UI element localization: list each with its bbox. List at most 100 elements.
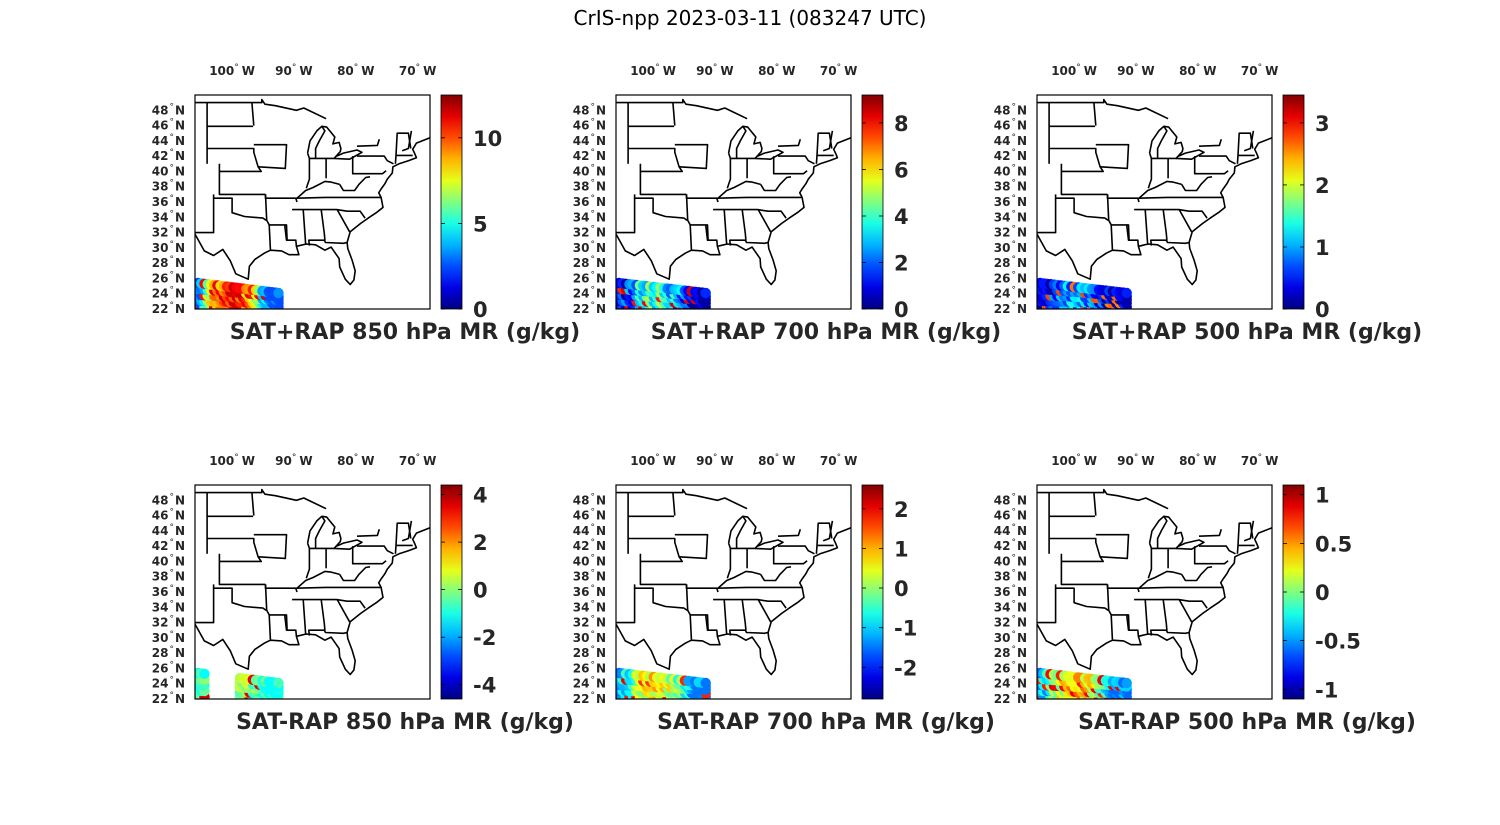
coastline xyxy=(195,527,430,676)
map-svg: 100° W 90° W 80° W 70° W 48°N46°N44°N42°N40°N38°… xyxy=(573,453,918,706)
lat-tick-label: 46°N xyxy=(994,118,1027,133)
lat-tick-label: 24°N xyxy=(573,676,606,691)
swath-points xyxy=(195,667,284,699)
lat-tick-label: 46°N xyxy=(152,508,185,523)
lat-tick-label: 32°N xyxy=(152,615,185,630)
panel-title: SAT-RAP 700 hPa MR (g/kg) xyxy=(657,710,995,735)
lat-tick-label: 40°N xyxy=(152,163,185,178)
colorbar-tick-label: 1 xyxy=(894,537,909,561)
lat-tick-label: 24°N xyxy=(152,286,185,301)
colorbar-tick-label: 3 xyxy=(1315,112,1330,136)
lat-tick-label: 38°N xyxy=(994,179,1027,194)
lon-tick-label: 80° W xyxy=(1179,63,1216,78)
map-background xyxy=(195,485,430,699)
lat-tick-label: 44°N xyxy=(573,133,606,148)
lat-tick-label: 46°N xyxy=(994,508,1027,523)
lat-tick-label: 32°N xyxy=(573,615,606,630)
state-boundaries xyxy=(1037,102,1255,250)
lat-tick-label: 30°N xyxy=(994,630,1027,645)
map-frame xyxy=(194,484,431,700)
lat-tick-label: 38°N xyxy=(152,569,185,584)
lat-tick-label: 34°N xyxy=(573,599,606,614)
lat-tick-label: 26°N xyxy=(152,660,185,675)
lat-tick-label: 34°N xyxy=(994,599,1027,614)
lat-tick-label: 26°N xyxy=(994,660,1027,675)
lat-tick-label: 42°N xyxy=(573,148,606,163)
michigan-shore xyxy=(736,515,763,550)
lon-tick-label: 70° W xyxy=(820,63,857,78)
lat-tick-label: 30°N xyxy=(994,240,1027,255)
canada-border xyxy=(1037,98,1169,120)
lat-tick-label: 48°N xyxy=(994,492,1027,507)
lat-tick-label: 34°N xyxy=(573,209,606,224)
swath-points xyxy=(1037,277,1132,309)
map-panel-1: 100° W 90° W 80° W 70° W 48°N 46°N 44°N 42°N 40°N 38°… xyxy=(152,63,615,395)
lat-tick-label: 24°N xyxy=(573,286,606,301)
data-point xyxy=(273,677,284,689)
colorbar-tick-label: 2 xyxy=(473,531,488,555)
lon-tick-label: 100° W xyxy=(630,63,676,78)
colorbar-tick-label: 10 xyxy=(473,127,502,151)
colorbar: 0 5 10 xyxy=(440,94,502,322)
colorbar: -1 -0.5 0 0.5 1 xyxy=(1282,484,1361,702)
lon-tick-label: 100° W xyxy=(1051,453,1097,468)
panel-title: SAT+RAP 850 hPa MR (g/kg) xyxy=(229,320,581,345)
lake-erie xyxy=(334,149,363,160)
coastline xyxy=(616,527,851,676)
lat-tick-label: 38°N xyxy=(152,179,185,194)
map-svg: 100° W 90° W 80° W 70° W 48°N46°N44°N42°N40°N38°… xyxy=(152,63,502,322)
lon-tick-label: 90° W xyxy=(275,453,312,468)
lat-tick-label: 36°N xyxy=(994,584,1027,599)
map-panel-5: 100° W 90° W 80° W 70° W 48°N 46°N 44°N 42°N 40°N 38°… xyxy=(573,453,1036,785)
lat-tick-label: 26°N xyxy=(994,270,1027,285)
lake-ontario xyxy=(777,139,802,147)
colorbar-tick-label: 0.5 xyxy=(1315,532,1352,556)
lat-tick-label: 36°N xyxy=(994,194,1027,209)
colorbar-tick-label: 1 xyxy=(1315,484,1330,508)
colorbar: 0 1 2 3 xyxy=(1282,94,1330,322)
panel-title: SAT-RAP 500 hPa MR (g/kg) xyxy=(1078,710,1416,735)
lat-tick-label: 22°N xyxy=(994,691,1027,706)
swath-points xyxy=(1037,667,1132,699)
lat-tick-label: 42°N xyxy=(994,538,1027,553)
lat-tick-label: 24°N xyxy=(994,676,1027,691)
colorbar-tick-label: 0 xyxy=(894,577,909,601)
lon-tick-label: 70° W xyxy=(1241,453,1278,468)
lat-tick-label: 36°N xyxy=(573,194,606,209)
lat-tick-label: 32°N xyxy=(994,225,1027,240)
colorbar-tick-label: 0 xyxy=(894,298,909,322)
lake-michigan xyxy=(306,515,326,550)
data-point xyxy=(199,668,210,679)
map-panel-4: 100° W 90° W 80° W 70° W 48°N 46°N 44°N 42°N 40°N 38°… xyxy=(152,453,615,785)
lat-tick-label: 24°N xyxy=(152,676,185,691)
lat-tick-label: 22°N xyxy=(994,301,1027,316)
lake-ontario xyxy=(356,139,381,147)
lat-tick-label: 48°N xyxy=(573,492,606,507)
colorbar: -2 -1 0 1 2 xyxy=(861,484,917,700)
colorbar-tick-label: 8 xyxy=(894,112,909,136)
panel-title: SAT+RAP 500 hPa MR (g/kg) xyxy=(1071,320,1423,345)
map-svg: 100° W 90° W 80° W 70° W 48°N46°N44°N42°N40°N38°… xyxy=(994,63,1330,322)
lon-tick-label: 70° W xyxy=(820,453,857,468)
coastline xyxy=(195,137,430,286)
lat-tick-label: 26°N xyxy=(573,270,606,285)
colorbar-tick-label: 6 xyxy=(894,158,909,182)
canada-border xyxy=(195,488,327,510)
lat-tick-label: 42°N xyxy=(152,148,185,163)
state-boundaries xyxy=(195,102,413,250)
map-frame xyxy=(615,484,852,700)
lat-tick-label: 44°N xyxy=(152,133,185,148)
lon-tick-label: 100° W xyxy=(209,63,255,78)
lat-tick-label: 34°N xyxy=(152,209,185,224)
lon-tick-label: 90° W xyxy=(275,63,312,78)
state-boundaries xyxy=(616,102,834,250)
map-svg: 100° W 90° W 80° W 70° W 48°N46°N44°N42°N40°N38°… xyxy=(994,453,1361,706)
lat-tick-label: 26°N xyxy=(573,660,606,675)
lat-tick-label: 36°N xyxy=(152,194,185,209)
map-area xyxy=(615,484,852,700)
map-frame xyxy=(1036,484,1273,700)
colorbar-gradient xyxy=(1282,94,1305,310)
lake-erie xyxy=(1176,149,1205,160)
map-panel-2: 100° W 90° W 80° W 70° W 48°N 46°N 44°N 42°N 40°N 38°… xyxy=(573,63,1036,395)
michigan-shore xyxy=(736,125,763,160)
